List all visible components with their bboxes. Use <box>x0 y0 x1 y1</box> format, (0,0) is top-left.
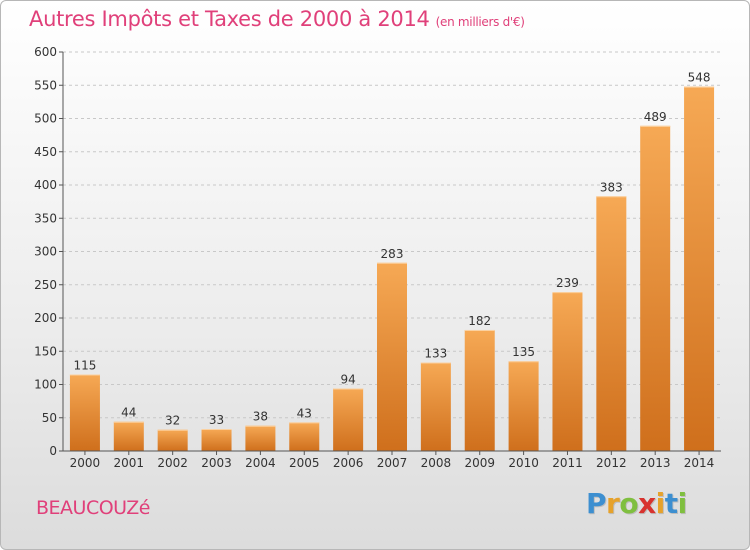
bar-value-label: 182 <box>468 314 491 328</box>
x-tick-label: 2002 <box>157 456 188 470</box>
x-tick-label: 2010 <box>508 456 539 470</box>
bar <box>377 262 407 451</box>
x-tick-label: 2004 <box>245 456 276 470</box>
chart-title-text: Autres Impôts et Taxes de 2000 à 2014 <box>29 7 430 31</box>
bar <box>157 429 188 451</box>
x-tick-label: 2014 <box>684 456 715 470</box>
x-tick-label: 2006 <box>333 456 364 470</box>
y-tick-label: 0 <box>49 444 57 458</box>
bar-value-label: 383 <box>600 180 623 194</box>
bar <box>684 86 715 451</box>
y-tick-label: 550 <box>34 78 57 92</box>
proxiti-logo[interactable]: Proxiti <box>586 487 687 520</box>
bar-value-label: 32 <box>165 414 180 428</box>
y-tick-label: 500 <box>34 112 57 126</box>
bar-value-label: 489 <box>644 110 667 124</box>
y-tick-label: 150 <box>34 344 57 358</box>
bar-value-label: 283 <box>381 247 404 261</box>
bar-value-label: 94 <box>340 372 355 386</box>
logo-letter: o <box>619 487 639 520</box>
bar-value-label: 239 <box>556 276 579 290</box>
bar <box>596 196 627 451</box>
x-tick-label: 2003 <box>201 456 232 470</box>
bar <box>69 374 100 451</box>
chart-unit-label: (en milliers d'€) <box>435 15 525 29</box>
bar-value-label: 33 <box>209 413 224 427</box>
x-tick-label: 2007 <box>377 456 408 470</box>
logo-letter: t <box>664 487 678 520</box>
x-tick-label: 2005 <box>289 456 320 470</box>
x-tick-label: 2008 <box>421 456 452 470</box>
y-tick-label: 600 <box>34 45 57 59</box>
bar-value-label: 38 <box>253 410 268 424</box>
x-tick-label: 2012 <box>596 456 627 470</box>
logo-letter: i <box>655 487 666 520</box>
bar-value-label: 43 <box>297 406 312 420</box>
bar-value-label: 133 <box>424 347 447 361</box>
y-tick-label: 350 <box>34 211 57 225</box>
y-tick-label: 50 <box>42 411 57 425</box>
bar <box>289 422 320 451</box>
bars: 115 44 32 33 38 43 94 283 133 182 135 239 383 489 548 <box>69 71 715 451</box>
bar <box>333 388 364 451</box>
x-axis: 2000 2001 2002 2003 2004 2005 2006 2007 2008 2009… <box>63 450 721 470</box>
y-tick-label: 300 <box>34 245 57 259</box>
x-tick-label: 2001 <box>114 456 145 470</box>
bar <box>113 421 144 451</box>
logo-letter: x <box>638 487 656 520</box>
bar-value-label: 135 <box>512 345 535 359</box>
y-tick-label: 100 <box>34 378 57 392</box>
bar-value-label: 44 <box>121 406 136 420</box>
y-tick-label: 450 <box>34 145 57 159</box>
bar <box>420 362 451 451</box>
bar <box>552 292 583 451</box>
y-axis: 0 50 100 150 200 250 300 350 400 450 500 550 600 <box>34 45 64 458</box>
x-tick-label: 2009 <box>464 456 495 470</box>
x-tick-label: 2000 <box>70 456 101 470</box>
bar <box>508 361 539 451</box>
bar <box>201 429 232 451</box>
logo-letter: r <box>606 487 620 520</box>
x-tick-label: 2011 <box>552 456 583 470</box>
logo-letter: P <box>586 487 607 520</box>
bar <box>640 125 671 451</box>
bar <box>464 329 495 451</box>
place-name: BEAUCOUZé <box>36 497 150 519</box>
y-tick-label: 400 <box>34 178 57 192</box>
x-tick-label: 2013 <box>640 456 671 470</box>
bar-value-label: 548 <box>688 71 711 85</box>
logo-letter: i <box>677 487 688 520</box>
y-tick-label: 200 <box>34 311 57 325</box>
bar <box>245 425 276 451</box>
bar-value-label: 115 <box>73 359 96 373</box>
y-tick-label: 250 <box>34 278 57 292</box>
chart-title: Autres Impôts et Taxes de 2000 à 2014 (en… <box>29 7 525 31</box>
